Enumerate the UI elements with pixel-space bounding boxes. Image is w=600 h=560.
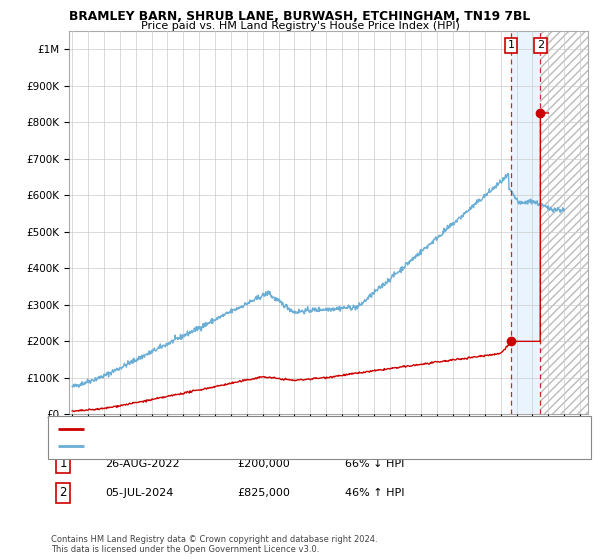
Text: Contains HM Land Registry data © Crown copyright and database right 2024.
This d: Contains HM Land Registry data © Crown c… — [51, 535, 377, 554]
Bar — [541, 31, 588, 414]
Text: BRAMLEY BARN, SHRUB LANE, BURWASH, ETCHINGHAM, TN19 7BL: BRAMLEY BARN, SHRUB LANE, BURWASH, ETCHI… — [70, 10, 530, 23]
Text: BRAMLEY BARN, SHRUB LANE, BURWASH, ETCHINGHAM, TN19 7BL (detached house): BRAMLEY BARN, SHRUB LANE, BURWASH, ETCHI… — [88, 424, 481, 433]
Text: Price paid vs. HM Land Registry's House Price Index (HPI): Price paid vs. HM Land Registry's House … — [140, 21, 460, 31]
Text: 2: 2 — [537, 40, 544, 50]
Text: 1: 1 — [508, 40, 515, 50]
Text: 46% ↑ HPI: 46% ↑ HPI — [345, 488, 404, 498]
Text: HPI: Average price, detached house, Rother: HPI: Average price, detached house, Roth… — [88, 442, 291, 451]
Text: 66% ↓ HPI: 66% ↓ HPI — [345, 459, 404, 469]
Text: 26-AUG-2022: 26-AUG-2022 — [105, 459, 179, 469]
Text: 1: 1 — [59, 457, 67, 470]
Text: £200,000: £200,000 — [237, 459, 290, 469]
Text: 2: 2 — [59, 486, 67, 500]
Bar — [511, 31, 541, 414]
Text: 05-JUL-2024: 05-JUL-2024 — [105, 488, 173, 498]
Text: £825,000: £825,000 — [237, 488, 290, 498]
